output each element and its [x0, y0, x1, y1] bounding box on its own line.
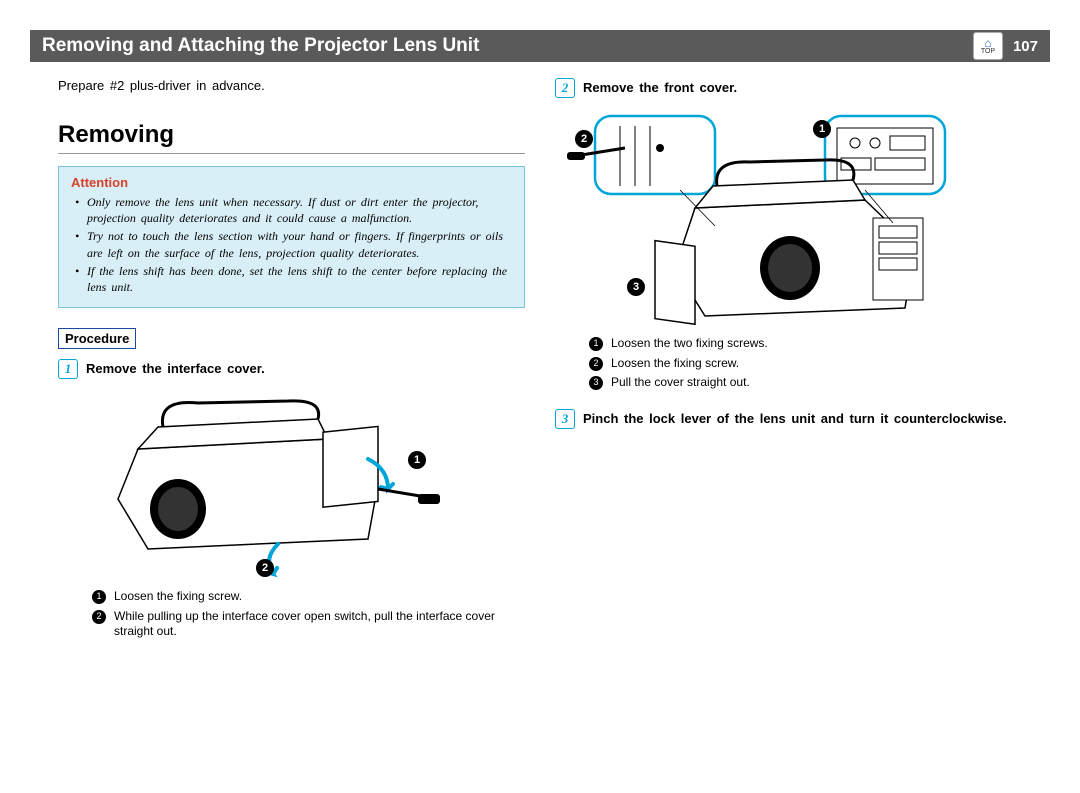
top-button-label: TOP	[981, 48, 995, 55]
legend-bullet: 1	[92, 590, 106, 604]
step-1-title: Remove the interface cover.	[86, 359, 265, 376]
legend-row: 2 Loosen the fixing screw.	[589, 356, 1022, 372]
attention-list: Only remove the lens unit when necessary…	[71, 194, 512, 295]
callout-1: 1	[408, 451, 426, 469]
page-number: 107	[1013, 38, 1038, 55]
procedure-label: Procedure	[58, 328, 136, 349]
attention-item: If the lens shift has been done, set the…	[77, 263, 512, 295]
step-3-row: 3 Pinch the lock lever of the lens unit …	[555, 409, 1022, 429]
legend-row: 1 Loosen the fixing screw.	[92, 589, 525, 605]
legend-bullet: 2	[589, 357, 603, 371]
callout-2: 2	[575, 130, 593, 148]
legend-row: 1 Loosen the two fixing screws.	[589, 336, 1022, 352]
page-title: Removing and Attaching the Projector Len…	[42, 35, 479, 57]
header-bar: Removing and Attaching the Projector Len…	[30, 30, 1050, 62]
attention-title: Attention	[71, 175, 512, 190]
legend-row: 3 Pull the cover straight out.	[589, 375, 1022, 391]
callout-2: 2	[256, 559, 274, 577]
step-badge-1: 1	[58, 359, 78, 379]
step-2-row: 2 Remove the front cover.	[555, 78, 1022, 98]
prepare-text: Prepare #2 plus-driver in advance.	[58, 78, 525, 93]
legend-text: While pulling up the interface cover ope…	[114, 609, 525, 640]
projector-illustration-1	[68, 389, 448, 579]
left-column: Prepare #2 plus-driver in advance. Remov…	[58, 78, 525, 644]
attention-item: Only remove the lens unit when necessary…	[77, 194, 512, 226]
legend-bullet: 3	[589, 376, 603, 390]
step-2-title: Remove the front cover.	[583, 78, 737, 95]
header-right: ⌂ TOP 107	[973, 32, 1038, 60]
figure-step-2: 1 2 3	[565, 108, 975, 326]
attention-item: Try not to touch the lens section with y…	[77, 228, 512, 260]
legend-step-1: 1 Loosen the fixing screw. 2 While pulli…	[58, 589, 525, 640]
section-heading-removing: Removing	[58, 121, 525, 154]
step-3-title: Pinch the lock lever of the lens unit an…	[583, 409, 1007, 426]
legend-text: Loosen the fixing screw.	[114, 589, 242, 605]
legend-step-2: 1 Loosen the two fixing screws. 2 Loosen…	[555, 336, 1022, 391]
top-button[interactable]: ⌂ TOP	[973, 32, 1003, 60]
legend-bullet: 2	[92, 610, 106, 624]
legend-text: Loosen the two fixing screws.	[611, 336, 768, 352]
content-columns: Prepare #2 plus-driver in advance. Remov…	[0, 78, 1080, 644]
figure-step-1: 1 2	[68, 389, 448, 579]
step-badge-3: 3	[555, 409, 575, 429]
legend-text: Loosen the fixing screw.	[611, 356, 739, 372]
legend-bullet: 1	[589, 337, 603, 351]
right-column: 2 Remove the front cover.	[555, 78, 1022, 644]
attention-box: Attention Only remove the lens unit when…	[58, 166, 525, 308]
step-1-row: 1 Remove the interface cover.	[58, 359, 525, 379]
top-icon: ⌂	[984, 38, 991, 48]
step-badge-2: 2	[555, 78, 575, 98]
callout-1: 1	[813, 120, 831, 138]
callout-3: 3	[627, 278, 645, 296]
projector-illustration-2	[565, 108, 975, 326]
legend-row: 2 While pulling up the interface cover o…	[92, 609, 525, 640]
legend-text: Pull the cover straight out.	[611, 375, 750, 391]
